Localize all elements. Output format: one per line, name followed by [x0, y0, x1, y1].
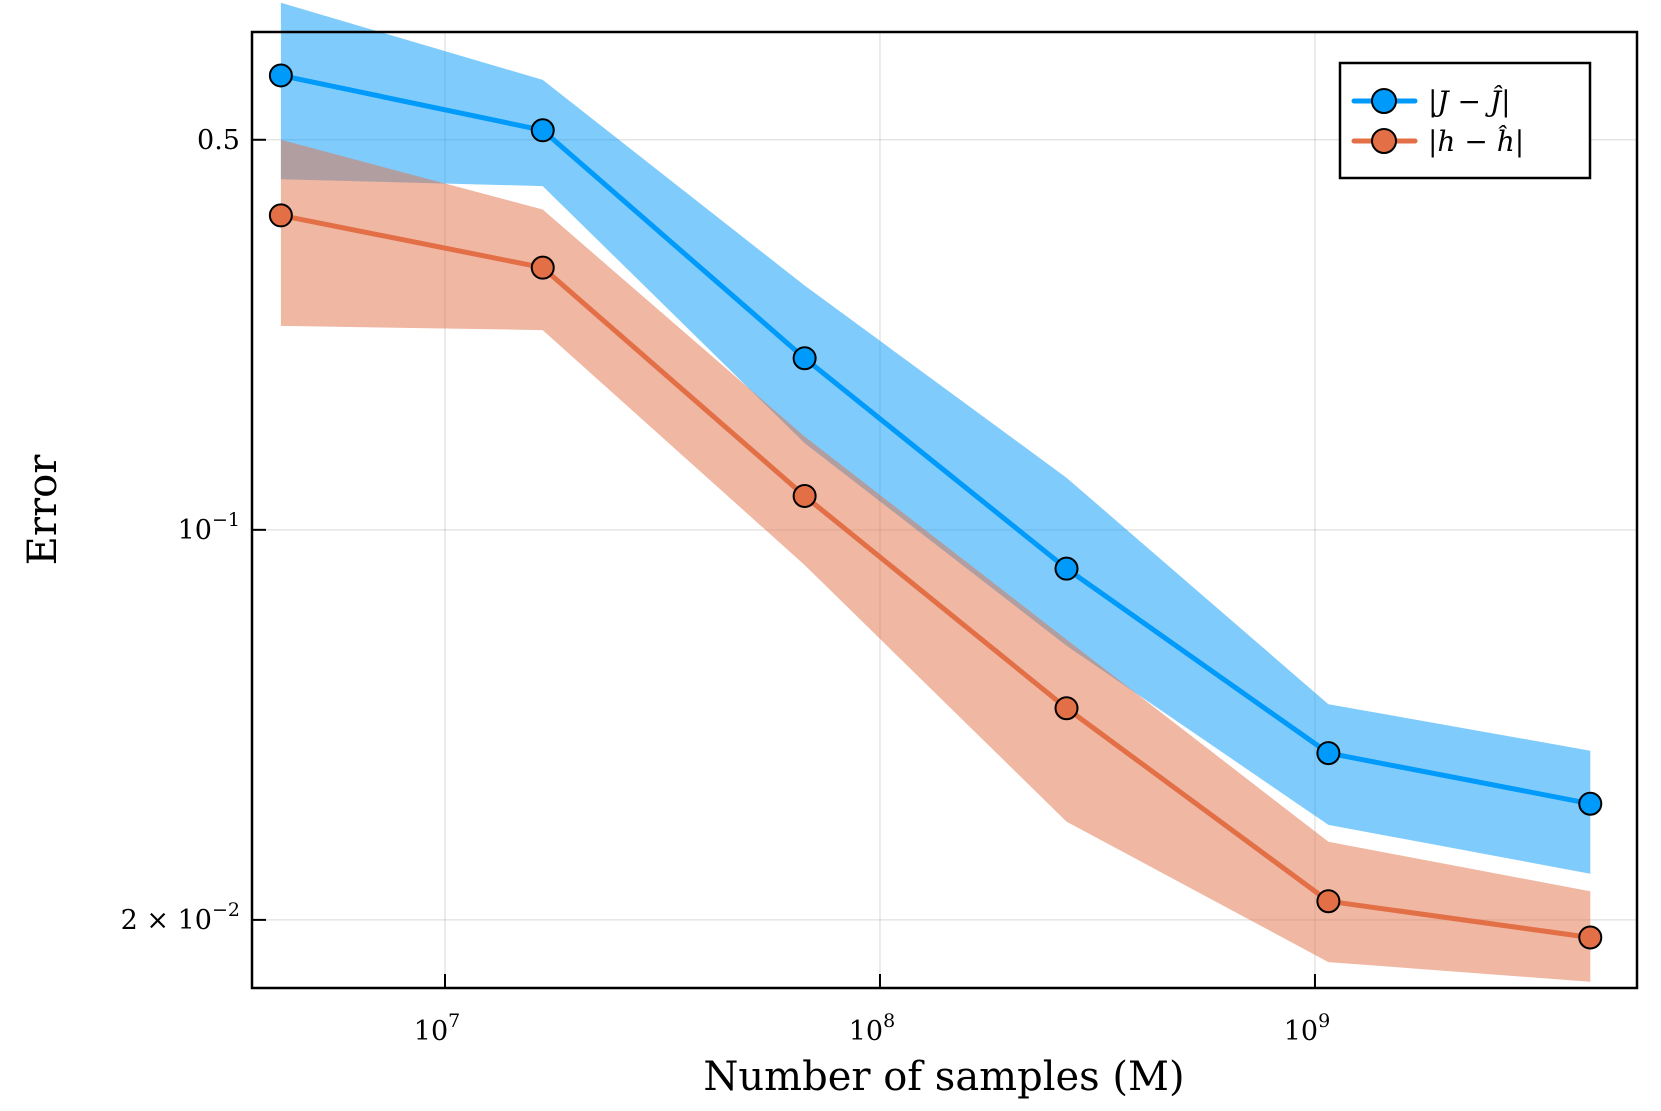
data-point-1	[792, 483, 817, 508]
y-tick-label: 10−1	[178, 509, 240, 546]
x-tick-label: 108	[849, 1010, 895, 1047]
data-point-0	[792, 346, 817, 371]
data-point-0	[1316, 741, 1341, 766]
data-point-1	[530, 255, 555, 280]
y-tick-label: 0.5	[197, 125, 240, 156]
y-axis-title: Error	[20, 454, 66, 566]
legend-marker-j	[1371, 88, 1397, 114]
legend-marker-h	[1371, 128, 1397, 154]
data-point-0	[1054, 556, 1079, 581]
data-point-0	[530, 118, 555, 143]
data-point-0	[1578, 791, 1603, 816]
legend: |J − Ĵ| |h − ĥ|	[1338, 61, 1592, 180]
series-band-0	[280, 2, 1591, 874]
series-line-1	[280, 212, 1591, 940]
point-layer	[268, 63, 1603, 950]
y-tick-label: 2 × 10−2	[121, 899, 240, 936]
x-axis-title: Number of samples (M)	[703, 1054, 1184, 1100]
tick-layer: 107 108 109 0.5 10−1 2 × 10−2	[121, 125, 1331, 1047]
data-point-1	[268, 203, 293, 228]
x-tick-label: 109	[1284, 1010, 1330, 1047]
data-point-1	[1578, 925, 1603, 950]
legend-label-h: |h − ĥ|	[1428, 125, 1524, 158]
legend-label-j: |J − Ĵ|	[1428, 85, 1511, 118]
series-band-1	[280, 139, 1591, 982]
data-point-1	[1316, 889, 1341, 914]
plot-frame	[250, 30, 1639, 990]
line-layer	[280, 72, 1591, 940]
legend-box	[1338, 61, 1592, 180]
series-line-0	[280, 72, 1591, 807]
band-layer	[280, 2, 1591, 982]
data-point-0	[268, 63, 293, 88]
x-tick-label: 107	[414, 1010, 460, 1047]
data-point-1	[1054, 696, 1079, 721]
